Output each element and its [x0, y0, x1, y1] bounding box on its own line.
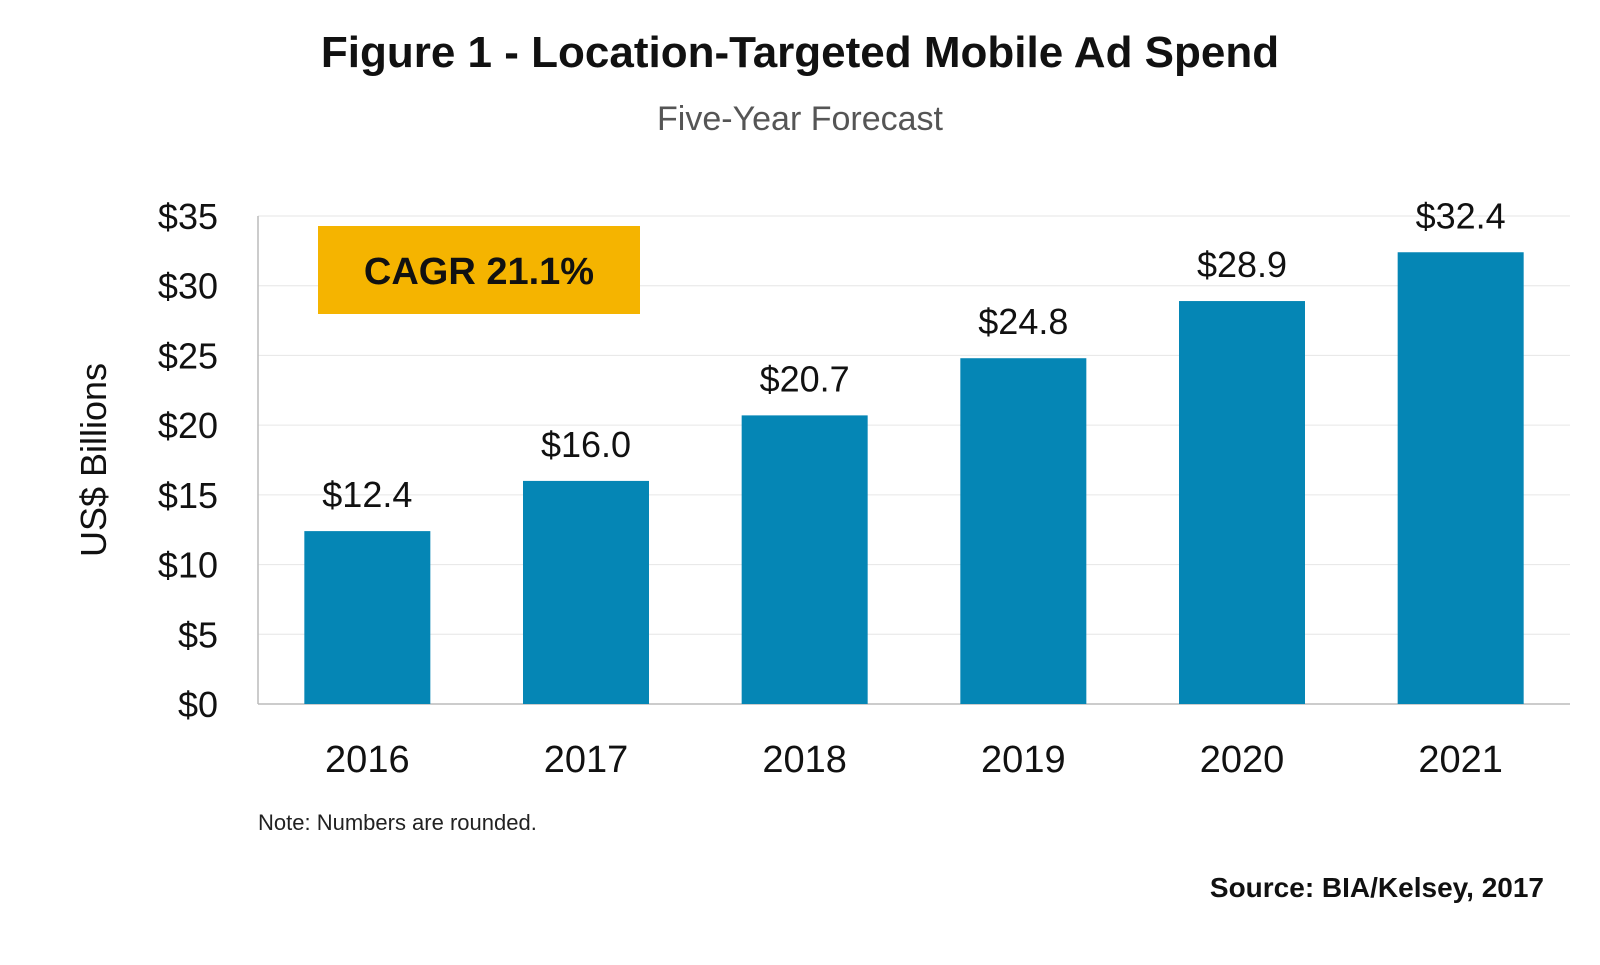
data-label: $16.0: [541, 424, 631, 465]
x-tick-label: 2018: [762, 739, 847, 781]
bar-2017: [523, 480, 649, 704]
y-tick-label: $25: [158, 335, 218, 376]
chart-title: Figure 1 - Location-Targeted Mobile Ad S…: [320, 28, 1280, 77]
x-tick-label: 2016: [325, 739, 410, 781]
data-label: $20.7: [760, 358, 850, 399]
y-tick-label: $5: [178, 614, 218, 655]
x-tick-label: 2019: [981, 739, 1066, 781]
y-tick-label: $20: [158, 405, 218, 446]
data-label: $12.4: [322, 474, 412, 515]
bar-2016: [304, 531, 431, 704]
bar-2019: [960, 358, 1087, 704]
bar-2020: [1179, 301, 1305, 704]
y-tick-label: $15: [158, 475, 218, 516]
chart-subtitle: Five-Year Forecast: [657, 100, 943, 138]
y-tick-label: $10: [158, 545, 218, 586]
cagr-badge: [318, 226, 640, 314]
x-tick-label: 2021: [1418, 739, 1503, 781]
y-axis-title: US$ Billions: [73, 363, 114, 557]
data-label: $28.9: [1197, 244, 1287, 285]
y-tick-label: $30: [158, 266, 218, 307]
y-tick-label: $35: [158, 196, 218, 237]
source-credit: Source: BIA/Kelsey, 2017: [1209, 872, 1544, 903]
bar-2021: [1397, 252, 1524, 704]
bar-2018: [741, 415, 868, 704]
cagr-badge-label: CAGR 21.1%: [364, 251, 594, 293]
y-tick-label: $0: [178, 684, 218, 725]
footnote: Note: Numbers are rounded.: [258, 810, 537, 835]
data-label: $32.4: [1416, 195, 1506, 236]
data-label: $24.8: [978, 301, 1068, 342]
x-tick-label: 2020: [1200, 739, 1285, 781]
x-tick-label: 2017: [544, 739, 629, 781]
